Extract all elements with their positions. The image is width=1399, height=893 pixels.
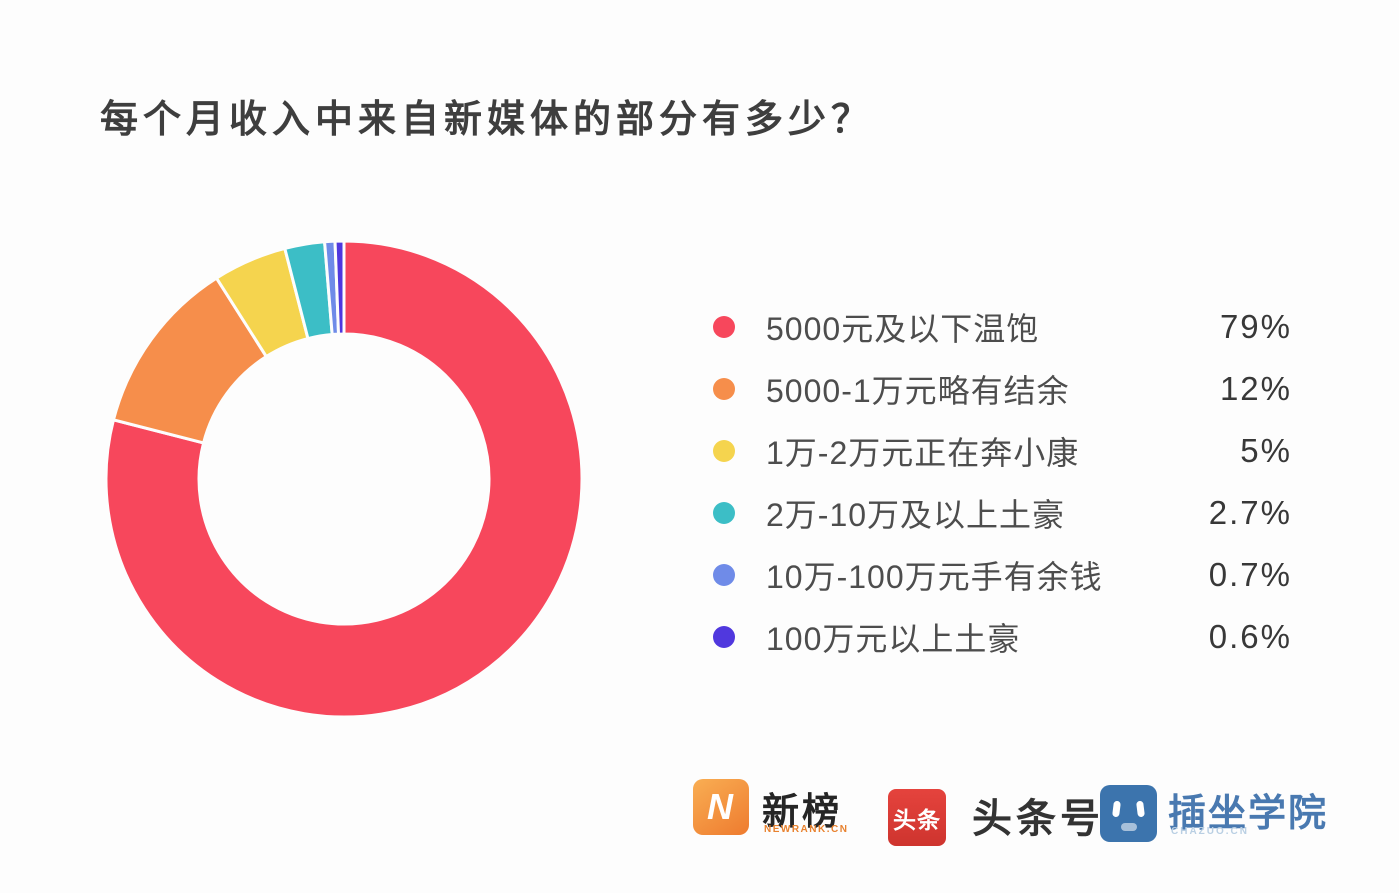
legend-label: 2万-10万及以上土豪: [766, 497, 1066, 533]
donut-segment-5: [333, 239, 346, 336]
chazuo-logo-icon: [1100, 785, 1157, 842]
legend-dot: [713, 440, 735, 462]
donut-segment-0: [104, 239, 584, 719]
legend-item: 5000-1万元略有结余 12%: [713, 369, 1292, 409]
chazuo-face-left-eye: [1112, 800, 1121, 818]
legend-value: 0.6%: [1208, 618, 1292, 655]
legend-dot: [713, 502, 735, 524]
chazuo-face-right-eye: [1136, 800, 1145, 818]
legend: 5000元及以下温饱 79% 5000-1万元略有结余 12% 1万-2万元正在奔小康 5…: [713, 307, 1292, 679]
chazuo-logo-name: 插坐学院: [1168, 793, 1329, 835]
legend-label: 5000-1万元略有结余: [766, 373, 1070, 409]
donut-chart: [104, 239, 584, 719]
legend-value: 79%: [1219, 308, 1292, 345]
legend-label: 1万-2万元正在奔小康: [766, 435, 1080, 471]
newrank-logo-subtext: NEWRANK.CN: [764, 824, 849, 835]
legend-label: 100万元以上土豪: [766, 621, 1021, 657]
legend-label: 5000元及以下温饱: [766, 311, 1040, 347]
legend-value: 0.7%: [1208, 556, 1292, 593]
legend-label: 10万-100万元手有余钱: [766, 559, 1103, 595]
legend-item: 2万-10万及以上土豪 2.7%: [713, 493, 1292, 533]
toutiao-logo-icon: 头条: [888, 789, 946, 846]
newrank-logo-icon: N: [693, 779, 749, 835]
toutiao-logo-name: 头条号: [972, 797, 1104, 841]
legend-item: 10万-100万元手有余钱 0.7%: [713, 555, 1292, 595]
legend-value: 2.7%: [1208, 494, 1292, 531]
newrank-logo-name: 新榜: [762, 791, 842, 832]
chazuo-logo-subtext: CHAZUO.CN: [1171, 826, 1249, 837]
legend-value: 5%: [1240, 432, 1292, 469]
legend-item: 1万-2万元正在奔小康 5%: [713, 431, 1292, 471]
newrank-icon-letter: N: [707, 786, 733, 827]
chazuo-face-mouth: [1120, 823, 1137, 831]
legend-dot: [713, 564, 735, 586]
legend-dot: [713, 316, 735, 338]
legend-value: 12%: [1219, 370, 1292, 407]
legend-dot: [713, 378, 735, 400]
page-title: 每个月收入中来自新媒体的部分有多少？: [100, 99, 875, 141]
legend-dot: [713, 626, 735, 648]
legend-item: 100万元以上土豪 0.6%: [713, 617, 1292, 657]
legend-item: 5000元及以下温饱 79%: [713, 307, 1292, 347]
donut-svg: [104, 239, 584, 719]
